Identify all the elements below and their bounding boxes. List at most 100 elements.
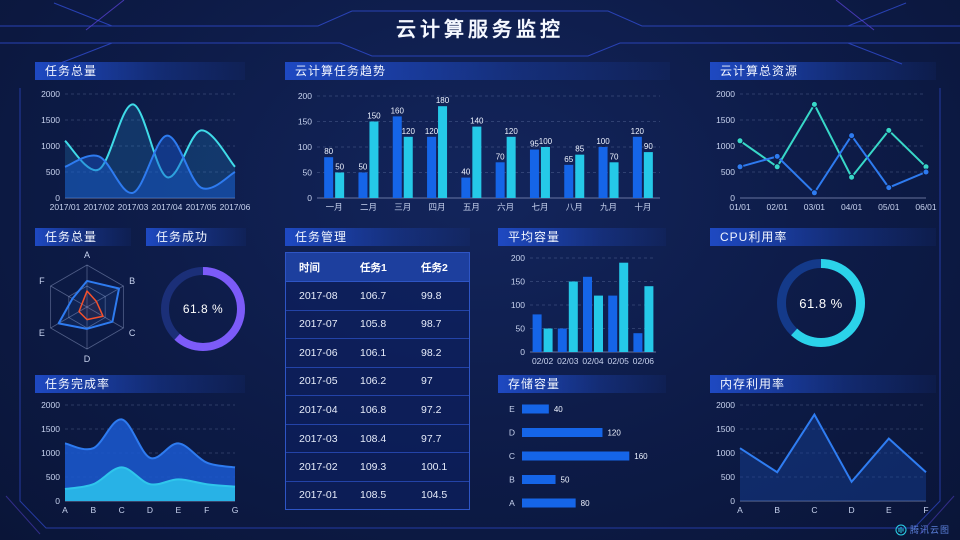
svg-text:50: 50 [516,324,526,334]
panel-title-task-management: 任务管理 [285,228,470,246]
svg-text:100: 100 [596,137,610,146]
svg-text:C: C [509,451,515,461]
svg-text:G: G [232,505,239,515]
svg-text:0: 0 [520,347,525,357]
svg-text:70: 70 [496,152,505,161]
svg-text:50: 50 [303,168,313,178]
svg-text:150: 150 [367,112,381,121]
svg-text:2017/06: 2017/06 [220,202,251,212]
svg-text:0: 0 [55,496,60,506]
panel-title-cpu-usage: CPU利用率 [710,228,936,246]
memory-usage-line-chart: 0 500 1000 1500 2000 A B C D E F [710,395,936,517]
svg-text:E: E [39,328,45,338]
svg-text:1500: 1500 [41,115,60,125]
svg-text:七月: 七月 [531,202,548,212]
svg-text:2000: 2000 [41,89,60,99]
svg-text:F: F [204,505,209,515]
svg-text:D: D [849,505,855,515]
svg-text:A: A [84,250,90,260]
svg-text:160: 160 [391,106,405,115]
svg-text:02/01: 02/01 [767,202,789,212]
svg-text:90: 90 [644,142,653,151]
svg-text:D: D [509,428,515,438]
svg-text:F: F [923,505,928,515]
svg-text:1000: 1000 [716,448,735,458]
svg-text:B: B [129,276,135,286]
table-row: 2017-08 106.7 99.8 [286,281,469,311]
svg-text:1500: 1500 [716,115,735,125]
svg-text:B: B [90,505,96,515]
svg-text:1000: 1000 [41,448,60,458]
svg-text:180: 180 [436,96,450,105]
svg-text:A: A [62,505,68,515]
svg-text:70: 70 [610,152,619,161]
svg-text:02/02: 02/02 [532,356,554,366]
table-row: 2017-07 105.8 98.7 [286,309,469,339]
panel-title-storage: 存储容量 [498,375,666,393]
svg-text:120: 120 [607,429,621,438]
svg-text:B: B [509,475,515,485]
svg-text:2017/04: 2017/04 [152,202,183,212]
svg-text:2000: 2000 [41,400,60,410]
table-row: 2017-04 106.8 97.2 [286,395,469,425]
svg-text:八月: 八月 [566,202,583,212]
task-trend-bar-chart: 0 50 100 150 200 一月 80 50 二月 50 150 三月 160 120 四月 120 18… [285,84,670,214]
svg-text:80: 80 [581,499,590,508]
svg-text:B: B [774,505,780,515]
total-resources-line-chart: 0 500 1000 1500 2000 01/01 02/01 03/01 04/01 05/0… [710,84,937,214]
svg-text:1500: 1500 [716,424,735,434]
panel-title-memory-usage: 内存利用率 [710,375,936,393]
task-radar-chart: A B C D E F [30,248,145,366]
task-management-table: 时间 任务1 任务2 2017-08 106.7 99.8 2017-07 105.8 98.7… [285,252,470,510]
panel-title-completion-rate: 任务完成率 [35,375,245,393]
svg-text:2017/03: 2017/03 [118,202,149,212]
svg-text:2000: 2000 [716,400,735,410]
table-header: 时间 [286,253,347,282]
task-success-gauge: 61.8 % [160,266,246,352]
svg-text:2017/01: 2017/01 [50,202,81,212]
panel-title-task-total: 任务总量 [35,62,245,80]
svg-text:六月: 六月 [497,202,514,212]
svg-text:65: 65 [564,155,573,164]
svg-text:200: 200 [511,253,525,263]
svg-text:1000: 1000 [716,141,735,151]
svg-text:100: 100 [511,300,525,310]
svg-text:500: 500 [46,472,60,482]
page-title: 云计算服务监控 [396,19,564,41]
svg-text:C: C [129,328,136,338]
svg-text:100: 100 [539,137,553,146]
storage-hbar-chart: E 40 D 120 C 160 B 50 A 80 [498,397,666,515]
svg-text:85: 85 [575,145,584,154]
svg-text:D: D [84,354,91,364]
avg-capacity-bar-chart: 0 50 100 150 200 02/02 02/03 02/04 02/05 02/06 [498,246,666,368]
svg-text:十月: 十月 [634,202,651,212]
svg-text:二月: 二月 [360,202,377,212]
svg-text:50: 50 [335,163,344,172]
svg-text:E: E [886,505,892,515]
svg-text:50: 50 [561,476,570,485]
svg-text:40: 40 [554,405,563,414]
panel-title-total-resources: 云计算总资源 [710,62,936,80]
svg-text:04/01: 04/01 [841,202,863,212]
table-header: 任务1 [347,253,408,282]
task-total-area-chart: 0 500 1000 1500 2000 2017/01 2017/02 2017/03 201… [35,84,251,214]
svg-text:80: 80 [324,147,333,156]
svg-text:120: 120 [402,127,416,136]
cpu-usage-gauge: 61.8 % [776,258,866,348]
svg-text:三月: 三月 [394,202,411,212]
svg-text:40: 40 [461,168,470,177]
tencent-cloud-logo: 腾讯云图 [895,523,950,536]
table-row: 2017-02 109.3 100.1 [286,452,469,482]
watermark-text: 腾讯云图 [909,525,950,535]
svg-text:500: 500 [721,472,735,482]
svg-text:100: 100 [298,142,312,152]
svg-text:150: 150 [298,117,312,127]
panel-title-avg-capacity: 平均容量 [498,228,666,246]
svg-text:九月: 九月 [600,202,617,212]
table-row: 2017-03 108.4 97.7 [286,423,469,453]
svg-text:02/06: 02/06 [633,356,655,366]
svg-text:E: E [175,505,181,515]
svg-text:150: 150 [511,277,525,287]
svg-text:01/01: 01/01 [729,202,751,212]
panel-title-task-trend: 云计算任务趋势 [285,62,670,80]
